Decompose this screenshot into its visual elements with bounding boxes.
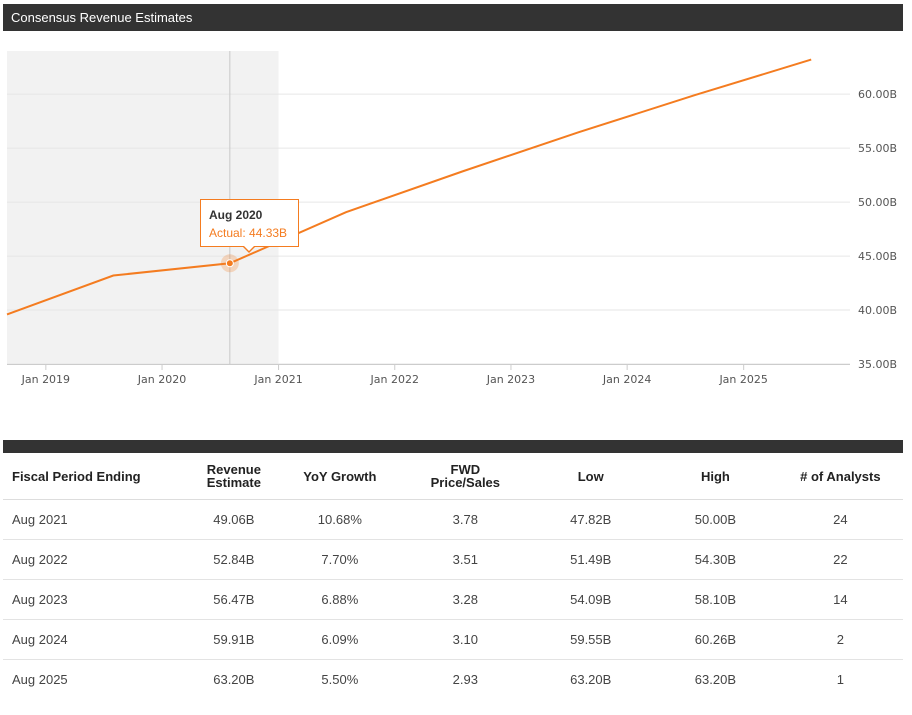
table-cell: 5.50% bbox=[321, 672, 359, 687]
chart-tooltip: Aug 2020 Actual: 44.33B bbox=[200, 199, 299, 253]
tooltip-title: Aug 2020 bbox=[209, 208, 263, 222]
table-cell: 59.55B bbox=[528, 619, 654, 660]
table-row: Aug 2022 52.84B 7.70% 3.51 51.49B 54.30B… bbox=[3, 539, 903, 580]
table-cell: 51.49B bbox=[528, 539, 654, 580]
table-cell: 56.47B bbox=[190, 579, 278, 620]
table-cell: 14 bbox=[777, 579, 903, 620]
column-header: # of Analysts bbox=[777, 453, 903, 500]
chart-header: Consensus Revenue Estimates bbox=[3, 4, 903, 31]
table-cell: 59.91B bbox=[190, 619, 278, 660]
revenue-line-chart[interactable]: 35.00B 40.00B 45.00B 50.00B 55.00B 60.00B Jan … bbox=[0, 35, 912, 400]
table-cell: 60.26B bbox=[653, 619, 778, 660]
table-cell: 3.28 bbox=[402, 579, 529, 620]
x-tick-label: Jan 2022 bbox=[370, 373, 419, 386]
table-cell: 1 bbox=[836, 672, 844, 687]
table-cell: 24 bbox=[777, 499, 903, 540]
x-tick-label: Jan 2025 bbox=[718, 373, 767, 386]
table-cell: 54.30B bbox=[653, 539, 778, 580]
x-tick-label: Jan 2024 bbox=[602, 373, 651, 386]
table-cell: 63.20B bbox=[213, 672, 255, 687]
table-cell: 10.68% bbox=[277, 499, 403, 540]
x-tick-label: Jan 2020 bbox=[137, 373, 186, 386]
table-cell: Aug 2023 bbox=[3, 579, 191, 620]
chart-title: Consensus Revenue Estimates bbox=[11, 10, 193, 25]
table-cell: 63.20B bbox=[570, 672, 612, 687]
table-cell: 3.78 bbox=[402, 499, 529, 540]
y-tick-label: 40.00B bbox=[858, 304, 897, 317]
table-row: Aug 2021 49.06B 10.68% 3.78 47.82B 50.00… bbox=[3, 499, 903, 540]
table-cell: 3.10 bbox=[402, 619, 529, 660]
column-header: High bbox=[653, 453, 778, 500]
column-header: Revenue Estimate bbox=[190, 453, 278, 500]
y-tick-label: 35.00B bbox=[858, 358, 897, 371]
table-cell: 54.09B bbox=[528, 579, 654, 620]
table-cell: 6.88% bbox=[277, 579, 403, 620]
table-cell: Aug 2024 bbox=[3, 619, 191, 660]
table-cell: 2 bbox=[777, 619, 903, 660]
table-cell: Aug 2021 bbox=[3, 499, 191, 540]
table-row: Aug 2025 63.20B 5.50% 2.93 63.20B 63.20B… bbox=[3, 660, 903, 700]
table-header-row: Fiscal Period Ending Revenue Estimate Yo… bbox=[3, 453, 903, 500]
estimates-table: Fiscal Period Ending Revenue Estimate Yo… bbox=[3, 453, 903, 699]
table-cell: 63.20B bbox=[694, 672, 736, 687]
table-cell: 58.10B bbox=[653, 579, 778, 620]
table-row: Aug 2023 56.47B 6.88% 3.28 54.09B 58.10B… bbox=[3, 579, 903, 620]
table-cell: 22 bbox=[777, 539, 903, 580]
revenue-series-line bbox=[6, 58, 812, 316]
y-tick-label: 45.00B bbox=[858, 250, 897, 263]
column-header-label: Revenue Estimate bbox=[206, 462, 261, 490]
table-header-bar bbox=[3, 440, 903, 453]
y-tick-label: 60.00B bbox=[858, 88, 897, 101]
table-cell: 49.06B bbox=[190, 499, 278, 540]
highlight-point bbox=[225, 259, 234, 268]
table-cell: 6.09% bbox=[277, 619, 403, 660]
y-tick-label: 55.00B bbox=[858, 142, 897, 155]
table-cell: 3.51 bbox=[402, 539, 529, 580]
table-cell: 52.84B bbox=[190, 539, 278, 580]
table-cell: 50.00B bbox=[653, 499, 778, 540]
column-header: Low bbox=[528, 453, 654, 500]
y-tick-label: 50.00B bbox=[858, 196, 897, 209]
tooltip-value: Actual: 44.33B bbox=[209, 226, 288, 240]
table-cell: 7.70% bbox=[277, 539, 403, 580]
table-cell: 2.93 bbox=[452, 672, 478, 687]
x-tick-label: Jan 2023 bbox=[486, 373, 535, 386]
table-cell: Aug 2025 bbox=[12, 672, 68, 687]
table-cell: Aug 2022 bbox=[3, 539, 191, 580]
column-header: YoY Growth bbox=[277, 453, 403, 500]
x-tick-label: Jan 2021 bbox=[253, 373, 302, 386]
table-cell: 47.82B bbox=[528, 499, 654, 540]
table-row: Aug 2024 59.91B 6.09% 3.10 59.55B 60.26B… bbox=[3, 619, 903, 660]
x-tick-label: Jan 2019 bbox=[21, 373, 70, 386]
column-header: Fiscal Period Ending bbox=[3, 453, 191, 500]
column-header: FWD Price/Sales bbox=[402, 453, 529, 500]
column-header-label: FWD Price/Sales bbox=[430, 462, 501, 490]
